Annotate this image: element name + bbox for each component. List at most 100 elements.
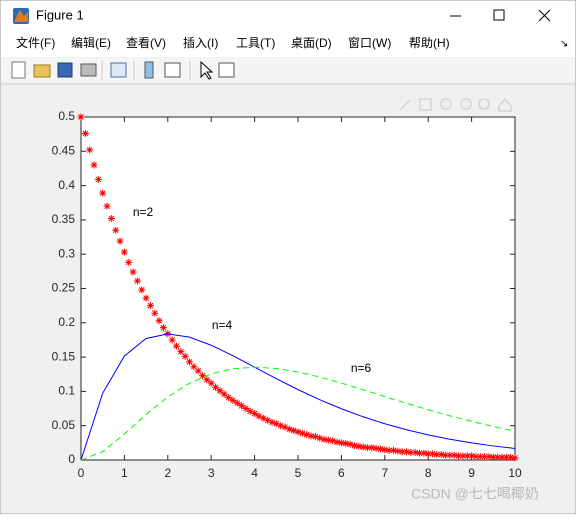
asterisk-marker [138,286,146,294]
x-tick-label: 9 [468,466,475,480]
asterisk-marker [181,352,189,360]
asterisk-marker [476,453,484,461]
legend-button[interactable] [164,62,181,78]
property-button[interactable] [218,62,235,78]
asterisk-marker [251,409,259,417]
asterisk-marker [407,448,415,456]
asterisk-marker [268,418,276,426]
asterisk-marker [403,448,410,456]
menu-item[interactable]: 工具(T) [236,36,275,50]
menu-item[interactable]: 查看(V) [126,36,166,50]
asterisk-marker [481,453,489,461]
asterisk-marker [159,324,167,332]
asterisk-marker [242,405,250,413]
asterisk-marker [450,451,458,459]
asterisk-marker [459,452,467,460]
asterisk-marker [433,451,441,459]
asterisk-marker [337,439,345,447]
series-line [80,366,516,461]
y-tick-label: 0.05 [52,418,76,432]
asterisk-marker [190,363,198,371]
menu-item[interactable]: 编辑(E) [71,35,111,50]
asterisk-marker [376,445,384,453]
asterisk-marker [103,202,111,210]
close-button[interactable] [538,9,551,22]
asterisk-marker [238,402,246,410]
menu-item[interactable]: 窗口(W) [348,36,391,50]
open-button[interactable] [33,64,51,78]
axes-box [80,116,516,461]
asterisk-marker [359,443,367,451]
y-tick-label: 0.35 [52,212,76,226]
menu-item[interactable]: 桌面(D) [291,36,332,50]
colorbar-button[interactable] [144,61,154,79]
y-tick-label: 0.4 [58,178,75,192]
asterisk-marker [389,446,397,454]
x-tick-label: 2 [164,466,171,480]
asterisk-marker [498,453,506,461]
asterisk-marker [129,268,137,276]
menu-item[interactable]: 帮助(H) [409,36,450,50]
series-line [80,333,516,461]
asterisk-marker [411,448,419,456]
asterisk-marker [463,452,471,460]
print-button[interactable] [80,63,97,77]
asterisk-marker [203,376,211,384]
annotation: n=4 [212,318,233,332]
asterisk-marker [229,396,237,404]
new-button[interactable] [11,61,26,79]
annotation: n=6 [351,361,372,375]
y-tick-label: 0.3 [58,246,75,260]
menu-item[interactable]: 插入(I) [183,36,218,50]
y-tick-label: 0.25 [52,281,76,295]
x-tick-label: 4 [251,466,258,480]
maximize-button[interactable] [493,9,505,21]
asterisk-marker [168,336,176,344]
asterisk-marker [125,258,133,266]
asterisk-marker [207,379,215,387]
x-tick-label: 1 [121,466,128,480]
link-button[interactable] [110,62,127,78]
asterisk-marker [186,358,193,366]
edit-button[interactable] [200,60,214,80]
asterisk-marker [81,129,89,137]
x-tick-label: 8 [425,466,432,480]
asterisk-marker [255,412,263,420]
asterisk-marker [320,435,328,443]
asterisk-marker [489,453,497,461]
asterisk-marker [86,146,94,154]
asterisk-marker [90,161,98,169]
x-tick-label: 0 [78,466,85,480]
asterisk-marker [99,189,107,197]
x-tick-label: 6 [338,466,345,480]
asterisk-marker [151,309,159,317]
asterisk-marker [94,175,102,183]
asterisk-marker [259,414,267,422]
asterisk-marker [420,449,428,457]
asterisk-marker [324,436,332,444]
asterisk-marker [303,431,311,439]
menu-item[interactable]: 文件(F) [16,35,55,50]
asterisk-marker [472,453,480,461]
asterisk-marker [316,434,324,442]
asterisk-marker [277,422,285,430]
y-tick-label: 0 [68,452,75,466]
asterisk-marker [311,433,319,441]
asterisk-marker [511,454,519,462]
asterisk-marker [220,390,228,398]
save-button[interactable] [57,62,73,78]
asterisk-marker [502,453,510,461]
asterisk-marker [307,432,315,440]
asterisk-marker [333,438,341,446]
y-tick-label: 0.5 [58,109,75,123]
x-tick-label: 3 [208,466,215,480]
asterisk-marker [437,451,445,459]
asterisk-marker [368,444,376,452]
asterisk-marker [329,437,337,445]
asterisk-marker [246,407,254,415]
asterisk-marker [385,446,393,454]
asterisk-marker [394,447,402,455]
asterisk-marker [212,383,220,391]
asterisk-marker [133,277,141,285]
